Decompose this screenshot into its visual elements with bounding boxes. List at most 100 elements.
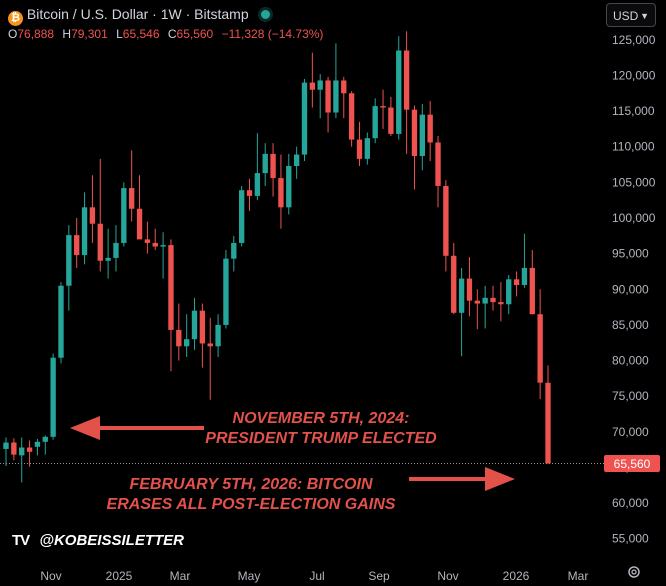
time-axis[interactable]: Nov 2025 Mar May Jul Sep Nov 2026 Mar — [40, 569, 588, 583]
y-tick-label: 125,000 — [612, 33, 656, 47]
candle-body — [380, 106, 386, 108]
candle — [380, 89, 386, 129]
candle-body — [309, 82, 316, 90]
candle — [348, 91, 355, 147]
candle-body — [168, 245, 174, 330]
annotation-arrows — [70, 416, 515, 491]
y-tick-label: 75,000 — [612, 389, 649, 403]
candle-body — [66, 235, 72, 286]
candle-body — [11, 442, 17, 455]
candle — [34, 438, 41, 456]
candle-body — [58, 285, 64, 358]
candle-body — [3, 442, 9, 449]
candle-body — [152, 242, 158, 247]
candle — [168, 239, 174, 372]
candle — [466, 257, 473, 317]
candle — [50, 353, 56, 440]
candle — [521, 233, 528, 288]
candle-body — [129, 188, 135, 209]
candle-body — [278, 178, 284, 208]
x-tick-label: Mar — [568, 569, 589, 583]
candle-body — [325, 80, 331, 113]
candle-body — [427, 114, 433, 143]
crash-annotation: FEBRUARY 5TH, 2026: BITCOIN ERASES ALL P… — [86, 475, 416, 515]
candle — [254, 133, 261, 201]
symbol-title[interactable]: Bitcoin / U.S. Dollar · 1W · Bitstamp — [26, 6, 249, 22]
candle-body — [144, 239, 151, 243]
y-tick-label: 95,000 — [612, 247, 649, 261]
candle-body — [537, 314, 543, 383]
candle — [356, 121, 363, 166]
close-value: 65,560 — [176, 27, 214, 41]
tradingview-logo-icon: TV — [12, 532, 30, 549]
currency-select[interactable]: USD ▼ — [606, 3, 656, 27]
y-tick-label: 55,000 — [612, 532, 649, 546]
candle-body — [121, 188, 127, 243]
candle — [246, 178, 253, 211]
y-tick-label: 60,000 — [612, 496, 649, 510]
candle — [144, 221, 151, 254]
candle — [42, 435, 48, 455]
market-status-icon — [260, 10, 270, 19]
high-value: 79,301 — [71, 27, 108, 41]
candle — [160, 232, 166, 279]
candle-body — [521, 267, 528, 286]
candle — [537, 289, 543, 400]
high-key: H — [62, 27, 72, 41]
candle — [333, 43, 339, 119]
election-annotation-line-1: NOVEMBER 5TH, 2024: — [232, 410, 410, 427]
candle-body — [199, 310, 206, 344]
candle-body — [254, 173, 261, 196]
chevron-down-icon: ▼ — [640, 11, 649, 21]
candle-body — [372, 106, 378, 139]
candle — [435, 136, 441, 208]
candle — [529, 250, 535, 315]
candle-body — [34, 441, 41, 447]
candle — [3, 437, 9, 467]
candle — [388, 96, 394, 137]
gear-icon[interactable] — [627, 565, 641, 579]
candle — [498, 282, 504, 322]
candle-body — [81, 207, 88, 256]
candle — [191, 297, 198, 350]
candle — [231, 235, 237, 272]
candle-body — [136, 208, 143, 240]
low-key: L — [116, 27, 123, 41]
last-price-tag: 65,560 — [604, 454, 660, 472]
candle-body — [513, 279, 520, 286]
candle-body — [474, 300, 480, 304]
election-annotation-line-2: PRESIDENT TRUMP ELECTED — [205, 430, 437, 447]
candle — [513, 271, 520, 297]
candle — [113, 225, 119, 272]
candle — [129, 150, 135, 222]
y-tick-label: 80,000 — [612, 354, 649, 368]
candle-body — [246, 190, 253, 196]
candle — [490, 285, 496, 311]
candle-body — [293, 154, 300, 166]
low-value: 65,546 — [122, 27, 160, 41]
y-tick-label: 85,000 — [612, 318, 649, 332]
candle-body — [105, 257, 111, 261]
candle-body — [50, 357, 56, 437]
y-tick-label: 70,000 — [612, 425, 649, 439]
x-tick-label: Nov — [40, 569, 61, 583]
open-value: 76,888 — [17, 27, 55, 41]
candle-body — [396, 50, 402, 134]
candle — [183, 314, 190, 357]
candle — [66, 225, 72, 311]
candle — [136, 175, 143, 240]
candle-body — [74, 235, 80, 256]
x-tick-label: 2025 — [106, 569, 133, 583]
brand-watermark: TV @KOBEISSILETTER — [12, 532, 184, 549]
x-tick-label: Jul — [309, 569, 324, 583]
y-tick-label: 120,000 — [612, 68, 656, 82]
y-tick-label: 110,000 — [612, 140, 655, 154]
candle-body — [223, 258, 229, 325]
candle — [105, 228, 111, 279]
candle — [199, 303, 206, 368]
candle-body — [191, 310, 198, 340]
candle-body — [183, 339, 190, 347]
candle — [545, 365, 551, 464]
candle — [443, 180, 449, 272]
